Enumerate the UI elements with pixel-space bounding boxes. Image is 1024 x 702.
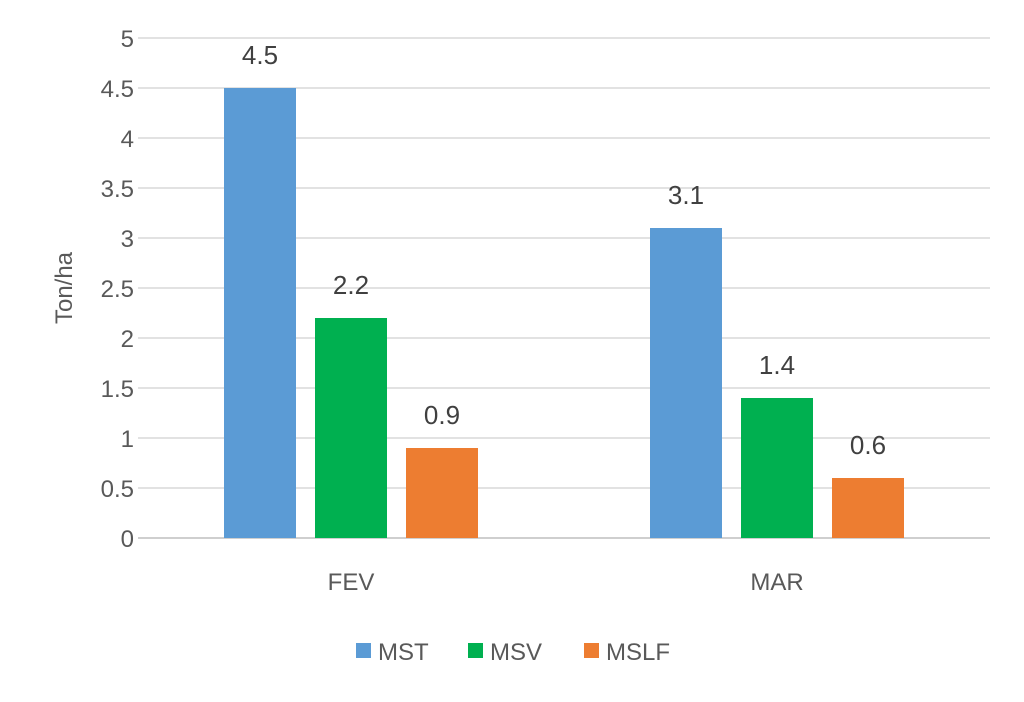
bar-mst-mar	[650, 228, 722, 538]
y-tick-label: 4.5	[101, 76, 134, 103]
legend: MST MSV MSLF	[356, 639, 670, 666]
data-labels: 4.5 2.2 0.9 3.1 1.4 0.6	[242, 40, 886, 460]
bars	[224, 88, 904, 538]
legend-label: MST	[378, 639, 429, 666]
x-axis-categories: FEV MAR	[328, 569, 804, 596]
legend-label: MSV	[490, 639, 542, 666]
category-label: MAR	[750, 569, 803, 596]
y-tick-label: 0.5	[101, 476, 134, 503]
y-tick-label: 4	[121, 126, 134, 153]
legend-item-msv: MSV	[468, 639, 542, 666]
data-label: 2.2	[333, 270, 369, 300]
bar-msv-mar	[741, 398, 813, 538]
bar-mst-fev	[224, 88, 296, 538]
bar-mslf-fev	[406, 448, 478, 538]
y-axis-ticks: 0 0.5 1 1.5 2 2.5 3 3.5 4 4.5 5	[101, 26, 134, 553]
y-tick-label: 2	[121, 326, 134, 353]
y-tick-label: 1	[121, 426, 134, 453]
legend-swatch	[356, 643, 371, 658]
legend-swatch	[584, 643, 599, 658]
y-tick-label: 2.5	[101, 276, 134, 303]
y-tick-label: 3.5	[101, 176, 134, 203]
category-label: FEV	[328, 569, 375, 596]
legend-item-mst: MST	[356, 639, 429, 666]
y-tick-label: 3	[121, 226, 134, 253]
legend-swatch	[468, 643, 483, 658]
y-tick-label: 5	[121, 26, 134, 53]
y-axis-title: Ton/ha	[51, 251, 78, 324]
y-tick-label: 0	[121, 526, 134, 553]
data-label: 3.1	[668, 180, 704, 210]
data-label: 0.6	[850, 430, 886, 460]
y-tick-label: 1.5	[101, 376, 134, 403]
bar-mslf-mar	[832, 478, 904, 538]
legend-item-mslf: MSLF	[584, 639, 670, 666]
bar-msv-fev	[315, 318, 387, 538]
data-label: 1.4	[759, 350, 795, 380]
data-label: 0.9	[424, 400, 460, 430]
legend-label: MSLF	[606, 639, 670, 666]
data-label: 4.5	[242, 40, 278, 70]
